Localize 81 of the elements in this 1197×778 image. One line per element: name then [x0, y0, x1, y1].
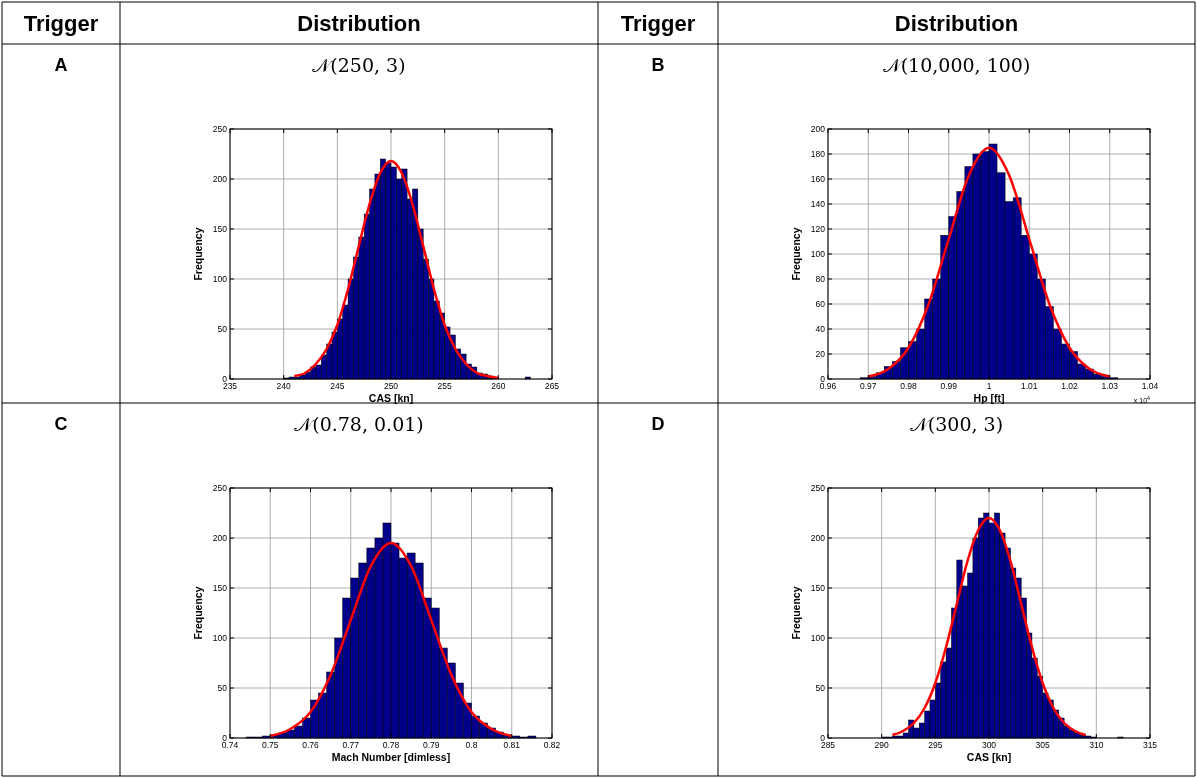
y-tick-label: 200: [810, 124, 826, 134]
x-tick-label: 0.8: [465, 740, 478, 750]
y-tick-label: 150: [212, 224, 228, 234]
y-axis-title: Frequency: [790, 227, 802, 281]
x-tick-label: 0.97: [859, 381, 877, 391]
x-tick-label: 285: [820, 740, 836, 750]
x-tick-label: 265: [544, 381, 560, 391]
y-tick-label: 50: [217, 324, 228, 334]
text: Trigger: [23, 11, 99, 36]
y-tick-label: 0: [820, 374, 826, 384]
y-tick-label: 160: [810, 174, 826, 184]
chart-title: 𝒩(0.78, 0.01): [294, 413, 424, 435]
x-tick-label: 0.74: [221, 740, 239, 750]
x-tick-label: 240: [276, 381, 292, 391]
y-tick-label: 0: [222, 374, 228, 384]
y-tick-label: 40: [815, 324, 826, 334]
y-axis-title: Frequency: [192, 227, 204, 281]
y-tick-label: 200: [810, 533, 826, 543]
chart-title: 𝒩(300, 3): [909, 413, 1004, 435]
x-tick-label: 0.78: [382, 740, 400, 750]
text: Distribution: [894, 11, 1019, 36]
text: C: [54, 414, 68, 434]
x-tick-label: 0.99: [940, 381, 958, 391]
text: D: [651, 414, 665, 434]
x-tick-label: 235: [222, 381, 238, 391]
x-tick-label: 0.81: [503, 740, 521, 750]
text: A: [54, 55, 68, 75]
chart-title: 𝒩(250, 3): [312, 54, 406, 76]
y-tick-label: 150: [212, 583, 228, 593]
x-axis-title: Hp [ft]: [973, 392, 1005, 404]
y-tick-label: 80: [815, 274, 826, 284]
y-tick-label: 200: [212, 533, 228, 543]
y-tick-label: 100: [212, 274, 228, 284]
x-axis-title: Mach Number [dimless]: [331, 751, 451, 763]
y-tick-label: 140: [810, 199, 826, 209]
x-tick-label: 305: [1035, 740, 1051, 750]
chart-title: 𝒩(10,000, 100): [882, 54, 1031, 76]
x-tick-label: 1.02: [1061, 381, 1079, 391]
x-tick-label: 0.98: [900, 381, 918, 391]
y-tick-label: 50: [815, 683, 826, 693]
y-tick-label: 20: [815, 349, 826, 359]
text: B: [651, 55, 665, 75]
x-tick-label: 1: [986, 381, 992, 391]
y-tick-label: 250: [212, 483, 228, 493]
x-tick-label: 1.04: [1141, 381, 1159, 391]
x-tick-label: 290: [874, 740, 890, 750]
y-tick-label: 60: [815, 299, 826, 309]
y-tick-label: 100: [212, 633, 228, 643]
x-axis-title: CAS [kn]: [966, 751, 1012, 763]
y-tick-label: 250: [212, 124, 228, 134]
y-tick-label: 50: [217, 683, 228, 693]
y-axis-title: Frequency: [790, 586, 802, 640]
x-tick-label: 295: [928, 740, 943, 750]
y-tick-label: 150: [810, 583, 826, 593]
x-tick-label: 0.82: [543, 740, 561, 750]
y-tick-label: 200: [212, 174, 228, 184]
x-tick-label: 0.96: [819, 381, 837, 391]
x-tick-label: 0.75: [261, 740, 279, 750]
x-tick-label: 255: [437, 381, 453, 391]
x-tick-label: 260: [491, 381, 506, 391]
y-tick-label: 120: [810, 224, 826, 234]
x-tick-label: 0.76: [302, 740, 320, 750]
y-tick-label: 250: [810, 483, 826, 493]
x-tick-label: 300: [981, 740, 997, 750]
y-tick-label: 180: [810, 149, 826, 159]
x-tick-label: 0.79: [422, 740, 440, 750]
y-axis-title: Frequency: [192, 586, 204, 640]
x-tick-label: 1.03: [1101, 381, 1119, 391]
x-tick-label: 315: [1142, 740, 1158, 750]
text: Trigger: [620, 11, 696, 36]
x-tick-label: 245: [330, 381, 345, 391]
y-tick-label: 100: [810, 633, 826, 643]
y-tick-label: 100: [810, 249, 826, 259]
text: Distribution: [297, 11, 421, 36]
x-tick-label: 250: [383, 381, 399, 391]
x-tick-label: 0.77: [342, 740, 360, 750]
x-axis-title: CAS [kn]: [368, 392, 414, 404]
x-tick-label: 310: [1089, 740, 1104, 750]
x-tick-label: 1.01: [1020, 381, 1038, 391]
y-tick-label: 0: [820, 733, 826, 743]
y-tick-label: 0: [222, 733, 228, 743]
